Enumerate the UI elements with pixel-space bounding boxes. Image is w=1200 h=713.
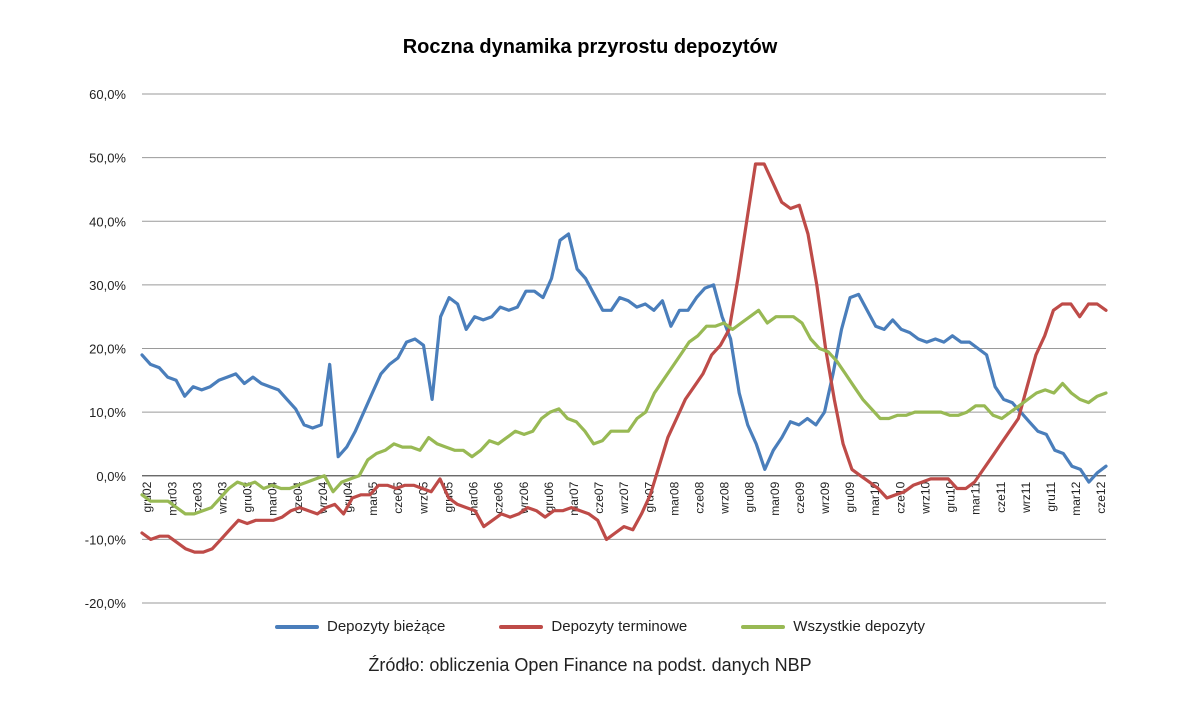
legend-swatch	[274, 624, 319, 629]
y-tick-label: 50,0%	[89, 151, 126, 166]
x-tick-label: cze06	[492, 481, 506, 513]
x-tick-label: mar03	[165, 481, 179, 515]
x-tick-label: cze08	[692, 481, 706, 513]
x-tick-label: mar05	[366, 481, 380, 515]
legend-swatch	[741, 624, 786, 629]
x-tick-label: wrz11	[1019, 481, 1033, 513]
x-tick-label: cze12	[1094, 481, 1108, 513]
y-tick-label: 30,0%	[89, 278, 126, 293]
legend-item: Wszystkie depozyty	[741, 618, 925, 635]
x-tick-label: mar09	[768, 481, 782, 515]
x-tick-label: wrz08	[718, 481, 732, 514]
legend-item: Depozyty terminowe	[499, 618, 687, 635]
series-line	[140, 162, 1108, 554]
x-tick-label: gru09	[843, 481, 857, 512]
x-tick-label: mar08	[667, 481, 681, 515]
x-axis-tick-labels: gru02 mar03 cze03 wrz03 gru03 mar04 cze04 wrz04…	[140, 481, 1108, 515]
series-line	[140, 232, 1108, 484]
x-tick-label: mar04	[266, 481, 280, 515]
x-tick-label: wrz07	[617, 481, 631, 514]
grid-lines	[142, 93, 1106, 604]
legend-swatch	[499, 624, 544, 629]
y-tick-label: -10,0%	[85, 532, 127, 547]
x-tick-label: mar12	[1069, 481, 1083, 515]
x-tick-label: gru08	[743, 481, 757, 512]
y-tick-label: 60,0%	[89, 87, 126, 102]
legend: Depozyty bieżące Depozyty terminowe Wszyst…	[0, 618, 1200, 635]
legend-label: Depozyty terminowe	[551, 618, 688, 635]
x-tick-label: wrz03	[215, 481, 229, 514]
x-tick-label: gru11	[1044, 481, 1058, 511]
x-tick-label: mar06	[467, 481, 481, 515]
x-tick-label: gru06	[542, 481, 556, 512]
x-tick-label: mar11	[969, 481, 983, 514]
x-tick-label: gru04	[341, 481, 355, 512]
x-tick-label: cze11	[994, 481, 1008, 512]
legend-label: Depozyty bieżące	[326, 618, 446, 635]
x-tick-label: wrz09	[818, 481, 832, 514]
y-tick-label: 40,0%	[89, 214, 126, 229]
y-tick-label: 10,0%	[89, 405, 126, 420]
x-tick-label: cze09	[793, 481, 807, 513]
legend-label: Wszystkie depozyty	[793, 618, 925, 635]
series-line	[140, 308, 1108, 516]
x-tick-label: cze03	[190, 481, 204, 513]
y-tick-label: 0,0%	[96, 469, 126, 484]
x-tick-label: gru03	[241, 481, 255, 512]
x-tick-label: cze10	[893, 481, 907, 513]
y-tick-label: -20,0%	[85, 596, 127, 611]
legend-item: Depozyty bieżące	[274, 618, 446, 635]
x-tick-label: cze04	[291, 481, 305, 513]
source-note: Źródło: obliczenia Open Finance na podst…	[368, 655, 812, 675]
series-lines	[140, 162, 1108, 554]
y-axis-tick-labels: 60,0% 50,0% 40,0% 30,0% 20,0% 10,0% 0,0% -10,0%…	[85, 87, 127, 611]
y-tick-label: 20,0%	[89, 342, 126, 357]
x-tick-label: cze07	[592, 481, 606, 513]
chart-title: Roczna dynamika przyrostu depozytów	[402, 36, 778, 58]
x-tick-label: gru10	[944, 481, 958, 512]
x-tick-label: wrz10	[918, 481, 932, 514]
